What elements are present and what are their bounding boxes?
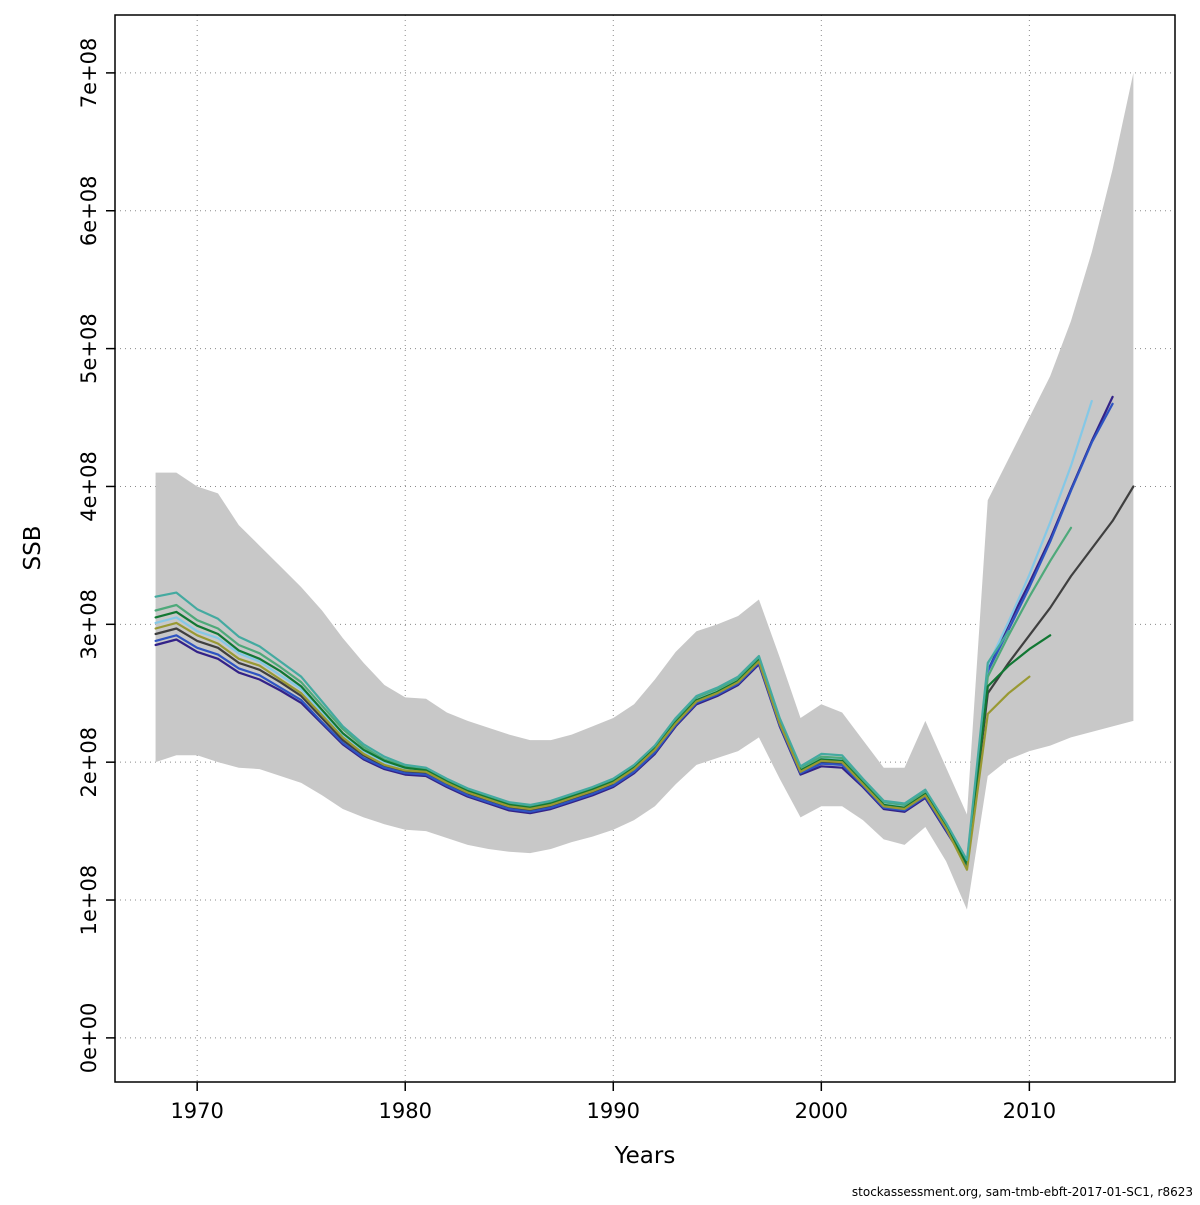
y-tick-label: 7e+08 [77, 38, 101, 109]
y-tick-label: 2e+08 [77, 727, 101, 798]
series-line-retro-peel-2009-teal [154, 591, 1010, 862]
series-line-retro-peel-2011-darkgreen [154, 610, 1052, 866]
footer-attribution: stockassessment.org, sam-tmb-ebft-2017-0… [852, 1185, 1193, 1199]
y-tick-label: 5e+08 [77, 313, 101, 384]
y-tick-label: 6e+08 [77, 175, 101, 246]
band-layer [155, 72, 1134, 910]
x-tick-label: 1970 [170, 1099, 223, 1123]
y-tick-label: 0e+00 [77, 1003, 101, 1074]
confidence-band [155, 72, 1134, 910]
y-tick-label: 4e+08 [77, 451, 101, 522]
series-line-retro-peel-2012-green [154, 526, 1073, 863]
series-layer [154, 395, 1135, 871]
x-tick-label: 1990 [587, 1099, 640, 1123]
x-tick-label: 2000 [795, 1099, 848, 1123]
axes-layer: 1970 1980 1990 2000 2010 0e+00 1e+08 2e+08 3e+08… [77, 14, 1176, 1123]
y-tick-label: 1e+08 [77, 865, 101, 936]
x-tick-label: 2010 [1003, 1099, 1056, 1123]
y-tick-label: 3e+08 [77, 589, 101, 660]
x-axis-label: Years [614, 1143, 676, 1169]
plot-border [114, 14, 1176, 1083]
series-line-retro-peel-2010-olive [154, 621, 1031, 871]
x-tick-label: 1980 [378, 1099, 431, 1123]
y-axis-label: SSB [20, 526, 46, 571]
